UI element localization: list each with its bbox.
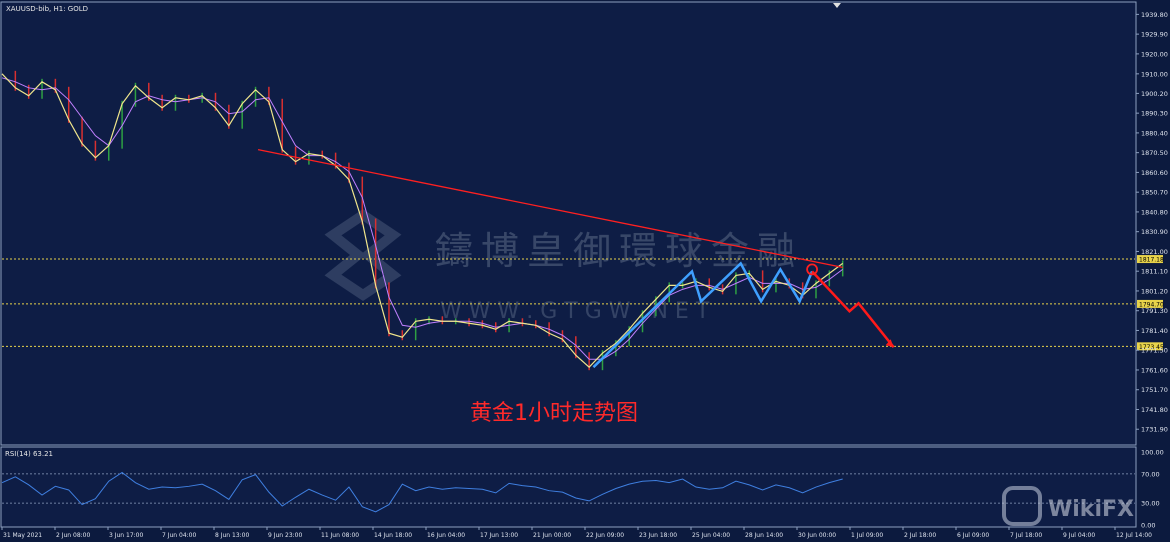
- price-level-tag: [1137, 255, 1163, 264]
- x-tick-label: 2 Jun 08:00: [56, 532, 90, 539]
- price-level-tag: [1137, 342, 1163, 351]
- x-tick-label: 14 Jun 18:00: [374, 532, 412, 539]
- x-tick-label: 11 Jun 08:00: [321, 532, 359, 539]
- x-tick-label: 9 Jun 23:00: [268, 532, 302, 539]
- y-tick-label: 1929.90: [1141, 31, 1168, 39]
- wikifx-text: WikiFX: [1048, 497, 1134, 522]
- x-tick-label: 25 Jun 04:00: [692, 532, 730, 539]
- chart-title: XAUUSD-bib, H1: GOLD: [6, 5, 88, 13]
- watermark-cn: 鑄博皇御環球金融: [435, 229, 803, 273]
- y-tick-label: 1830.90: [1141, 228, 1168, 236]
- x-tick-label: 1 Jul 09:00: [851, 532, 883, 539]
- y-tick-label: 1751.70: [1141, 386, 1168, 394]
- annotation-text: 黄金1小时走势图: [470, 401, 638, 426]
- y-tick-label: 1781.40: [1141, 327, 1168, 335]
- x-tick-label: 21 Jun 00:00: [533, 532, 571, 539]
- y-tick-label: 1801.20: [1141, 287, 1168, 295]
- x-tick-label: 9 Jul 04:00: [1063, 532, 1095, 539]
- watermark: 鑄博皇御環球金融 W W W . G T G W . N E T: [324, 208, 803, 324]
- y-tick-label: 1791.30: [1141, 307, 1168, 315]
- rsi-tick-label: 30.00: [1141, 500, 1160, 508]
- y-tick-label: 1761.60: [1141, 366, 1168, 374]
- y-tick-label: 1821.00: [1141, 248, 1168, 256]
- y-tick-label: 1890.30: [1141, 110, 1168, 118]
- rsi-line: [1, 471, 843, 513]
- y-tick-label: 1731.90: [1141, 426, 1168, 434]
- y-tick-label: 1880.40: [1141, 129, 1168, 137]
- x-tick-label: 7 Jul 18:00: [1010, 532, 1042, 539]
- price-level-label: 1794.70: [1139, 301, 1164, 308]
- x-tick-label: 12 Jul 14:00: [1116, 532, 1152, 539]
- rsi-tick-label: 70.00: [1141, 470, 1160, 478]
- breakout-circle-icon: [806, 263, 818, 276]
- y-tick-label: 1920.00: [1141, 50, 1168, 58]
- rsi-pane: [0, 446, 1137, 528]
- y-tick-label: 1811.10: [1141, 268, 1168, 276]
- rsi-tick-label: 100.00: [1141, 449, 1164, 457]
- x-tick-label: 28 Jun 14:00: [745, 532, 783, 539]
- watermark-en: W W W . G T G W . N E T: [440, 299, 710, 324]
- price-level-label: 1773.45: [1139, 344, 1164, 351]
- y-tick-label: 1840.80: [1141, 208, 1168, 216]
- x-tick-label: 23 Jun 18:00: [639, 532, 677, 539]
- y-tick-label: 1741.80: [1141, 406, 1168, 414]
- wikifx-badge: WikiFX: [1002, 486, 1134, 526]
- price-level-tag: [1137, 299, 1163, 308]
- ma-line: [1, 77, 843, 360]
- zigzag-down-path: [811, 270, 895, 348]
- price-line: [1, 73, 844, 369]
- rsi-tick-label: 0.00: [1141, 522, 1155, 530]
- y-tick-label: 1910.00: [1141, 70, 1168, 78]
- x-tick-label: 3 Jun 17:00: [109, 532, 143, 539]
- x-tick-label: 8 Jun 13:00: [215, 532, 249, 539]
- x-tick-label: 31 May 2021: [3, 532, 42, 539]
- x-tick-label: 30 Jun 00:00: [798, 532, 836, 539]
- x-tick-label: 2 Jul 18:00: [904, 532, 936, 539]
- y-tick-label: 1939.80: [1141, 11, 1168, 19]
- shift-marker-icon: [833, 3, 841, 8]
- rsi-label: RSI(14) 63.21: [5, 450, 53, 458]
- y-tick-label: 1900.20: [1141, 90, 1168, 98]
- y-tick-label: 1850.70: [1141, 189, 1168, 197]
- arrow-head-icon: [885, 339, 894, 348]
- y-tick-label: 1771.50: [1141, 347, 1168, 355]
- x-tick-label: 7 Jun 04:00: [162, 532, 196, 539]
- y-tick-label: 1860.60: [1141, 169, 1168, 177]
- x-tick-label: 16 Jun 04:00: [427, 532, 465, 539]
- x-tick-label: 6 Jul 09:00: [957, 532, 989, 539]
- main-pane: [0, 1, 1137, 446]
- x-tick-label: 22 Jun 09:00: [586, 532, 624, 539]
- zigzag-up-path: [592, 261, 814, 369]
- wikifx-logo-icon: [1002, 486, 1042, 526]
- price-level-label: 1817.18: [1139, 257, 1164, 264]
- x-tick-label: 17 Jun 13:00: [480, 532, 518, 539]
- resistance-trendline: [257, 149, 843, 269]
- y-tick-label: 1870.50: [1141, 149, 1168, 157]
- watermark-logo: [324, 208, 402, 302]
